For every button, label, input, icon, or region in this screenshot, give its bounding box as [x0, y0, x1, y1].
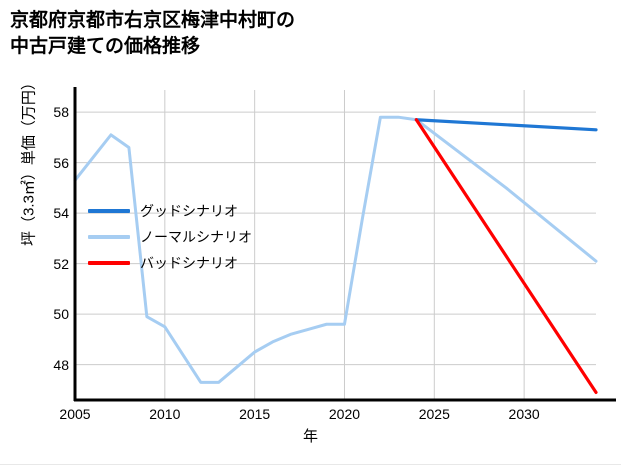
- legend-item-label: ノーマルシナリオ: [140, 229, 252, 245]
- legend-item-label: グッドシナリオ: [140, 203, 238, 219]
- x-axis-tick-label: 2030: [508, 406, 540, 422]
- chart-legend: グッドシナリオ ノーマルシナリオ バッドシナリオ: [88, 198, 252, 276]
- legend-item[interactable]: バッドシナリオ: [88, 250, 252, 276]
- y-axis-tick-label: 56: [53, 154, 69, 171]
- x-axis-tick-label: 2020: [328, 406, 361, 422]
- chart-title: 京都府京都市右京区梅津中村町の 中古戸建ての価格推移: [10, 10, 296, 57]
- x-axis-label: 年: [302, 428, 318, 445]
- series-line: [414, 118, 598, 395]
- x-axis-tick-label: 2010: [149, 406, 181, 422]
- legend-color-swatch: [88, 235, 130, 239]
- legend-item[interactable]: ノーマルシナリオ: [88, 224, 252, 250]
- y-axis-tick-label: 48: [53, 356, 69, 373]
- x-axis-tick-label: 2005: [59, 406, 91, 422]
- legend-color-swatch: [88, 209, 130, 213]
- y-axis-tick-label: 50: [53, 306, 69, 323]
- x-axis-tick-label: 2015: [239, 406, 271, 422]
- legend-color-swatch: [88, 261, 130, 265]
- legend-item-label: バッドシナリオ: [140, 255, 238, 271]
- y-axis-tick-label: 58: [53, 104, 69, 121]
- series-line: [73, 115, 598, 384]
- x-axis-tick-label: 2025: [418, 406, 450, 422]
- series-line: [414, 118, 598, 132]
- y-axis-tick-label: 54: [53, 205, 69, 222]
- y-axis-tick-label: 52: [53, 255, 69, 272]
- legend-item[interactable]: グッドシナリオ: [88, 198, 252, 224]
